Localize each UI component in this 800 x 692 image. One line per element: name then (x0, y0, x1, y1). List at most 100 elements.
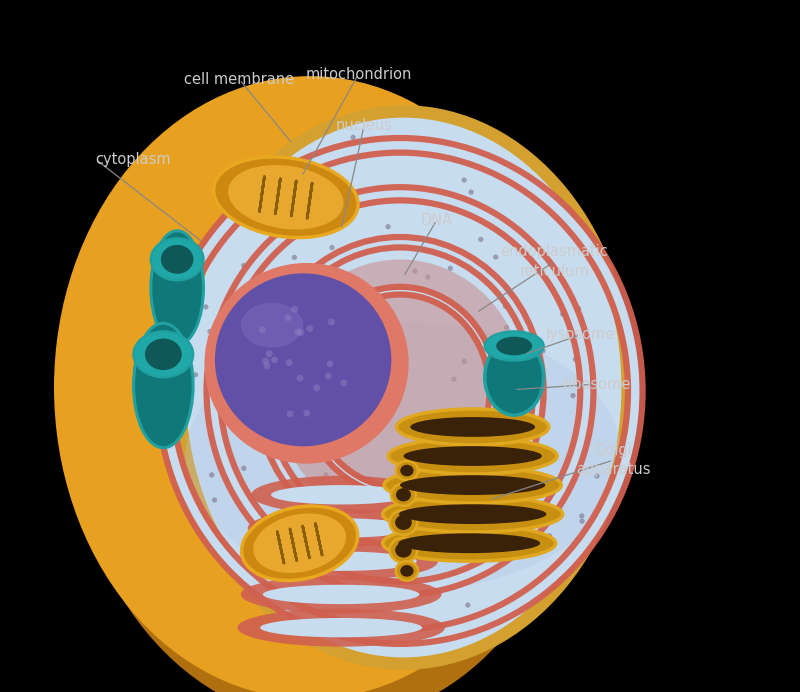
Circle shape (323, 367, 329, 372)
Ellipse shape (403, 446, 542, 466)
Circle shape (483, 410, 489, 415)
Circle shape (241, 466, 246, 471)
Circle shape (534, 547, 540, 552)
Ellipse shape (248, 509, 434, 547)
Text: ribosome: ribosome (563, 376, 631, 392)
Circle shape (271, 356, 278, 363)
Ellipse shape (260, 618, 422, 637)
Circle shape (287, 417, 293, 423)
Circle shape (321, 595, 326, 601)
Circle shape (301, 291, 306, 297)
Text: mitochondrion: mitochondrion (306, 66, 412, 82)
Circle shape (234, 290, 238, 295)
Circle shape (326, 361, 334, 367)
Ellipse shape (134, 323, 193, 448)
Ellipse shape (410, 417, 535, 437)
Circle shape (521, 381, 526, 387)
Circle shape (306, 325, 314, 332)
Circle shape (417, 518, 422, 522)
Circle shape (540, 348, 546, 354)
Ellipse shape (396, 488, 411, 502)
Circle shape (412, 268, 418, 273)
Circle shape (297, 374, 303, 381)
Circle shape (209, 472, 214, 477)
Ellipse shape (390, 538, 418, 563)
Circle shape (207, 329, 213, 334)
Circle shape (242, 381, 247, 386)
Ellipse shape (161, 245, 194, 274)
Circle shape (504, 325, 509, 330)
Circle shape (310, 355, 315, 360)
Circle shape (259, 327, 266, 334)
Circle shape (250, 215, 255, 220)
Circle shape (275, 370, 281, 376)
Ellipse shape (263, 585, 419, 604)
Ellipse shape (145, 338, 182, 370)
Circle shape (292, 255, 297, 260)
Ellipse shape (390, 510, 418, 535)
Circle shape (332, 614, 337, 619)
Circle shape (366, 240, 371, 245)
Ellipse shape (396, 461, 418, 480)
Ellipse shape (214, 157, 358, 237)
Ellipse shape (384, 467, 562, 503)
Circle shape (425, 275, 430, 280)
Ellipse shape (151, 231, 203, 345)
Circle shape (203, 304, 209, 309)
Circle shape (502, 163, 506, 169)
Circle shape (314, 561, 319, 566)
Circle shape (327, 547, 333, 552)
Circle shape (450, 556, 456, 561)
Circle shape (448, 266, 453, 271)
Circle shape (375, 491, 380, 496)
Ellipse shape (241, 576, 442, 614)
Circle shape (546, 455, 550, 461)
Ellipse shape (271, 485, 411, 504)
Circle shape (340, 379, 347, 386)
Circle shape (252, 383, 257, 389)
Text: cell membrane: cell membrane (184, 72, 294, 87)
Ellipse shape (400, 475, 546, 495)
Circle shape (285, 314, 291, 321)
Circle shape (325, 372, 332, 379)
Circle shape (350, 135, 356, 140)
Circle shape (579, 518, 585, 524)
Circle shape (263, 363, 270, 370)
Circle shape (335, 459, 341, 464)
Ellipse shape (266, 552, 417, 571)
Ellipse shape (395, 543, 412, 558)
Circle shape (326, 588, 331, 594)
Circle shape (291, 306, 298, 313)
Circle shape (325, 374, 330, 379)
Circle shape (466, 554, 472, 559)
Ellipse shape (382, 525, 556, 561)
Ellipse shape (134, 331, 193, 377)
Ellipse shape (398, 534, 540, 553)
Ellipse shape (151, 238, 203, 280)
Ellipse shape (496, 336, 532, 356)
Ellipse shape (186, 322, 622, 592)
Text: endoplasmatic
reticulum: endoplasmatic reticulum (501, 244, 608, 279)
Circle shape (466, 603, 470, 608)
Circle shape (579, 513, 585, 518)
Circle shape (301, 290, 306, 295)
Circle shape (493, 255, 498, 260)
Circle shape (347, 307, 353, 312)
Circle shape (315, 450, 320, 455)
Circle shape (386, 224, 390, 229)
Circle shape (573, 357, 578, 362)
Ellipse shape (395, 515, 412, 530)
Circle shape (303, 410, 310, 417)
Circle shape (444, 623, 449, 628)
Ellipse shape (400, 565, 414, 576)
Ellipse shape (388, 438, 557, 474)
Circle shape (212, 498, 217, 502)
Circle shape (323, 473, 329, 477)
Circle shape (328, 318, 335, 325)
Circle shape (495, 520, 501, 525)
Circle shape (414, 417, 419, 422)
Circle shape (286, 410, 294, 417)
Circle shape (343, 585, 349, 590)
Circle shape (452, 572, 458, 578)
Circle shape (462, 177, 466, 183)
